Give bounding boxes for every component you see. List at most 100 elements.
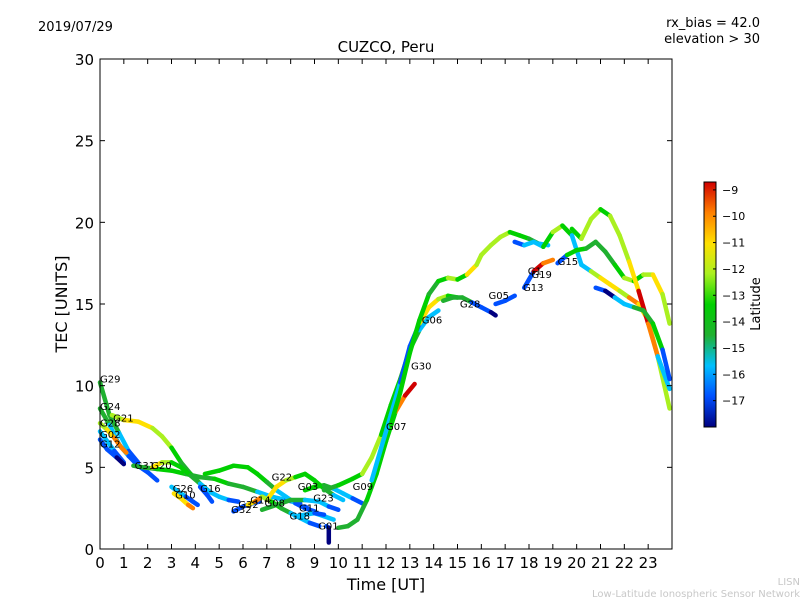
- series-g18b: [593, 285, 672, 382]
- series-segment: [626, 259, 641, 294]
- series-g03: [302, 483, 365, 506]
- satellite-label: G28: [100, 419, 120, 430]
- series-g28: [97, 420, 129, 455]
- series-segment: [417, 291, 432, 323]
- x-axis-label: Time [UT]: [346, 575, 425, 594]
- series-segment: [269, 494, 289, 503]
- satellite-label: G32: [231, 505, 251, 516]
- y-tick-label: 20: [75, 214, 94, 232]
- x-tick-label: 0: [95, 554, 105, 572]
- series-segment: [502, 293, 517, 303]
- series-segment: [197, 474, 217, 482]
- colorbar-tick-label: −10: [722, 210, 745, 223]
- satellite-label: G21: [113, 414, 133, 425]
- x-tick-label: 18: [519, 554, 538, 572]
- series-segment: [479, 242, 494, 258]
- x-tick-label: 7: [262, 554, 272, 572]
- series-segment: [364, 471, 379, 503]
- series-g15: [555, 239, 672, 326]
- series-segment: [612, 262, 627, 281]
- y-tick-label: 15: [75, 296, 94, 314]
- series-segment: [226, 481, 246, 490]
- satellite-label: G24: [100, 402, 120, 413]
- x-tick-label: 22: [615, 554, 634, 572]
- satellite-label: G16: [200, 484, 220, 495]
- x-tick-label: 8: [286, 554, 296, 572]
- series-segment: [216, 463, 236, 473]
- series-segment: [655, 354, 672, 392]
- series-segment: [650, 321, 665, 352]
- series-g12: [97, 437, 127, 467]
- series-g05: [493, 293, 517, 307]
- series-segment: [145, 469, 160, 483]
- x-tick-label: 13: [400, 554, 419, 572]
- series-segment: [464, 262, 479, 277]
- series-segment: [650, 272, 665, 297]
- series-segment: [560, 223, 575, 238]
- y-tick-label: 25: [75, 133, 94, 151]
- plot-background: [100, 59, 672, 549]
- satellite-label: G23: [313, 494, 333, 505]
- series-segment: [274, 497, 293, 508]
- rx-bias-label: rx_bias = 42.0: [666, 16, 760, 31]
- x-tick-label: 2: [143, 554, 153, 572]
- series-segment: [378, 403, 394, 437]
- x-tick-label: 20: [567, 554, 586, 572]
- series-g19: [521, 257, 556, 290]
- series-segment: [307, 520, 322, 529]
- satellite-label: G06: [422, 316, 442, 327]
- colorbar-ticks: −9 −10 −11 −12 −13 −14 −15 −16 −17: [713, 184, 745, 408]
- satellite-label: G08: [265, 499, 285, 510]
- series-segment: [185, 502, 196, 511]
- y-tick-label: 5: [84, 459, 94, 477]
- series-segment: [398, 350, 413, 395]
- series-g08: [259, 497, 341, 513]
- series-segment: [417, 314, 432, 333]
- series-segment: [121, 417, 141, 424]
- series-segment: [321, 514, 336, 522]
- elevation-label: elevation > 30: [664, 32, 760, 47]
- series-g18: [293, 510, 327, 519]
- series-segment: [660, 291, 672, 326]
- series-g01: [324, 523, 332, 545]
- series-segment: [312, 510, 327, 517]
- series-g28b: [440, 295, 498, 318]
- colorbar-tick-label: −13: [722, 289, 745, 302]
- x-tick-label: 23: [639, 554, 658, 572]
- series-segment: [114, 455, 127, 467]
- series-segment: [259, 502, 279, 513]
- series-segment: [374, 438, 389, 477]
- lisn-footer: LISN: [778, 577, 800, 588]
- series-segment: [593, 239, 608, 254]
- series-segment: [645, 321, 660, 359]
- x-tick-label: 3: [167, 554, 177, 572]
- series-segment: [202, 468, 222, 477]
- colorbar-tick-label: −15: [722, 342, 745, 355]
- series-segment: [402, 381, 417, 398]
- series-segment: [660, 347, 672, 382]
- colorbar-tick-label: −14: [722, 316, 745, 329]
- satellite-label: G11: [299, 503, 319, 514]
- series-segment: [159, 434, 174, 450]
- y-tick-label: 0: [84, 541, 94, 559]
- series-segment: [302, 497, 322, 504]
- series-segment: [369, 445, 384, 483]
- series-segment: [488, 309, 498, 318]
- series-segment: [197, 481, 212, 495]
- series-segment: [326, 504, 341, 513]
- colorbar-tick-label: −11: [722, 237, 745, 250]
- satellite-label: G15: [558, 257, 578, 268]
- series-segment: [579, 216, 594, 241]
- series-segment: [240, 484, 260, 495]
- y-tick-label: 30: [75, 51, 94, 69]
- series-segment: [212, 476, 231, 486]
- satellite-label: G07: [386, 422, 406, 433]
- series-segment: [154, 466, 174, 473]
- y-tick-label: 10: [75, 378, 94, 396]
- series-segment: [331, 492, 346, 503]
- series-g07: [336, 381, 417, 531]
- colorbar-tick-label: −12: [722, 263, 745, 276]
- series-segment: [359, 455, 374, 477]
- series-segment: [607, 213, 622, 238]
